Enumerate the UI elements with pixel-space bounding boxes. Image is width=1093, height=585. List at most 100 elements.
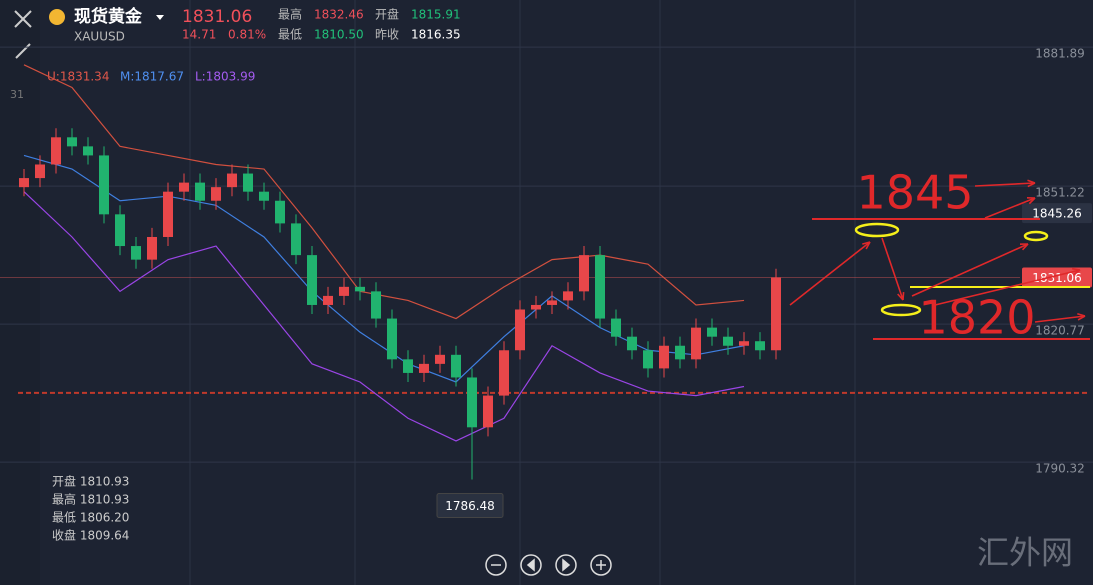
- candle-body: [755, 341, 765, 351]
- candle-body: [739, 341, 749, 346]
- close-button[interactable]: [14, 10, 32, 28]
- candle-body: [179, 182, 189, 192]
- legend-lower: L:1803.99: [195, 70, 255, 84]
- candle-body: [195, 182, 205, 201]
- arrow: [881, 237, 904, 301]
- label: 最低: [278, 28, 302, 42]
- band-upper: [23, 64, 745, 320]
- target-ellipse: [1023, 230, 1049, 242]
- candle-body: [99, 155, 109, 215]
- info: 最高 1810.93: [52, 492, 129, 507]
- candle-body: [67, 137, 77, 147]
- arrow-head: [1071, 267, 1081, 276]
- candle-body: [563, 291, 573, 301]
- value: 1832.46: [314, 8, 364, 22]
- candle-body: [147, 236, 157, 260]
- arrow-head: [1027, 179, 1036, 188]
- candle-body: [115, 214, 125, 247]
- next[interactable]: [555, 554, 577, 576]
- candle-body: [659, 345, 669, 369]
- band-middle: [23, 154, 745, 383]
- annotation: 1820: [918, 291, 1035, 345]
- candle-body: [291, 223, 301, 256]
- info: 收盘 1809.64: [52, 528, 129, 543]
- label: 开盘: [375, 7, 399, 22]
- y-tick-label: 1790.32: [1035, 462, 1085, 476]
- candle-body: [83, 146, 93, 156]
- annotation: 1845: [856, 166, 973, 220]
- candle-body: [691, 327, 701, 360]
- candle-body: [35, 164, 45, 179]
- candle-body: [51, 137, 61, 165]
- candle-body: [131, 246, 141, 260]
- price-tag-text: 1831.06: [1032, 271, 1082, 285]
- symbol: XAUUSD: [74, 30, 125, 44]
- info: 开盘 1810.93: [52, 474, 129, 489]
- chart: 1881.89 1851.22 1820.77 1790.32 1786.48 1845.…: [0, 46, 1093, 519]
- arrow: [1034, 315, 1086, 323]
- arrow: [789, 241, 871, 306]
- candle-body: [243, 173, 253, 192]
- expand-button[interactable]: [15, 43, 31, 59]
- toolbar: [0, 0, 40, 585]
- candle-body: [611, 318, 621, 337]
- label: 昨收: [375, 28, 399, 42]
- dropdown[interactable]: [156, 15, 164, 20]
- candle-body: [499, 350, 509, 396]
- candle-body: [371, 291, 381, 319]
- candle-body: [595, 255, 605, 319]
- watermark: 汇外网: [977, 534, 1073, 572]
- low-tag: [436, 493, 504, 519]
- candle-body: [403, 359, 413, 373]
- candle-body: [579, 255, 589, 292]
- info-box: 开盘 1810.93 最高 1810.93 最低 1806.20 收盘 1809…: [52, 474, 129, 543]
- candle-body: [227, 173, 237, 188]
- candle-body: [323, 295, 333, 305]
- price-tag: [1022, 267, 1092, 288]
- zoom-out[interactable]: [485, 554, 507, 576]
- zoom-in[interactable]: [590, 554, 612, 576]
- candle-body: [419, 363, 429, 373]
- price-tag-text: 1845.26: [1032, 207, 1082, 221]
- vertical-grid: [189, 0, 856, 585]
- value: 1810.50: [314, 28, 364, 42]
- arrow-head: [897, 291, 905, 301]
- y-tick-label: 1881.89: [1035, 47, 1085, 61]
- y-tick-label: 1820.77: [1035, 324, 1085, 338]
- low-tag-text: 1786.48: [445, 499, 495, 513]
- arrow: [974, 182, 1036, 187]
- candle-body: [771, 277, 781, 351]
- gold-icon: [49, 9, 65, 25]
- arrow-head: [1077, 313, 1086, 321]
- candle-body: [275, 200, 285, 224]
- candle-body: [643, 350, 653, 369]
- candle-body: [547, 300, 557, 305]
- prev[interactable]: [520, 554, 542, 576]
- change: 14.71: [182, 28, 216, 42]
- candle-body: [515, 309, 525, 351]
- candle-body: [211, 187, 221, 201]
- arrow-head: [1019, 243, 1029, 251]
- price: 1831.06: [182, 7, 252, 27]
- arrow-head: [862, 241, 871, 250]
- target-ellipse: [854, 222, 900, 238]
- candle-body: [435, 354, 445, 364]
- value: 1816.35: [411, 28, 461, 42]
- change-pct: 0.81%: [228, 28, 266, 42]
- target-ellipse: [880, 303, 922, 317]
- name[interactable]: 现货黄金: [74, 6, 143, 27]
- nav-buttons: [485, 554, 612, 576]
- candle-body: [451, 354, 461, 378]
- candle-body: [723, 336, 733, 346]
- period: 31: [10, 88, 24, 101]
- legend-upper: U:1831.34: [47, 70, 109, 84]
- arrow: [911, 243, 1029, 297]
- arrow: [984, 197, 1036, 219]
- legend-middle: M:1817.67: [120, 70, 184, 84]
- value: 1815.91: [411, 8, 461, 22]
- candle-body: [19, 178, 29, 188]
- candle-body: [627, 336, 637, 351]
- candle-body: [339, 286, 349, 296]
- candle-body: [259, 191, 269, 201]
